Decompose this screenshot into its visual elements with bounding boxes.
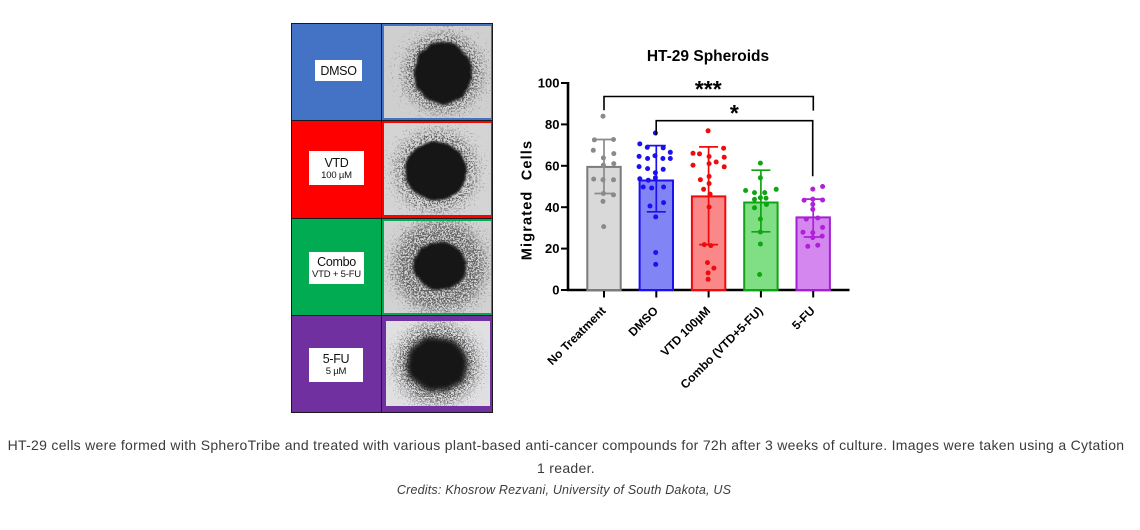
svg-text:VTD 100µM: VTD 100µM — [658, 304, 713, 359]
svg-text:No Treatment: No Treatment — [544, 304, 608, 368]
svg-text:5-FU: 5-FU — [789, 304, 818, 333]
svg-text:DMSO: DMSO — [626, 304, 661, 339]
svg-text:0: 0 — [552, 283, 559, 298]
svg-text:60: 60 — [545, 158, 559, 173]
svg-text:100: 100 — [538, 76, 560, 91]
svg-text:80: 80 — [545, 117, 559, 132]
svg-text:HT-29 Spheroids: HT-29 Spheroids — [647, 48, 769, 65]
svg-text:40: 40 — [545, 200, 559, 215]
svg-text:***: *** — [695, 76, 722, 102]
svg-text:20: 20 — [545, 241, 559, 256]
svg-text:Migrated Cells: Migrated Cells — [520, 140, 536, 260]
svg-text:*: * — [730, 100, 739, 126]
